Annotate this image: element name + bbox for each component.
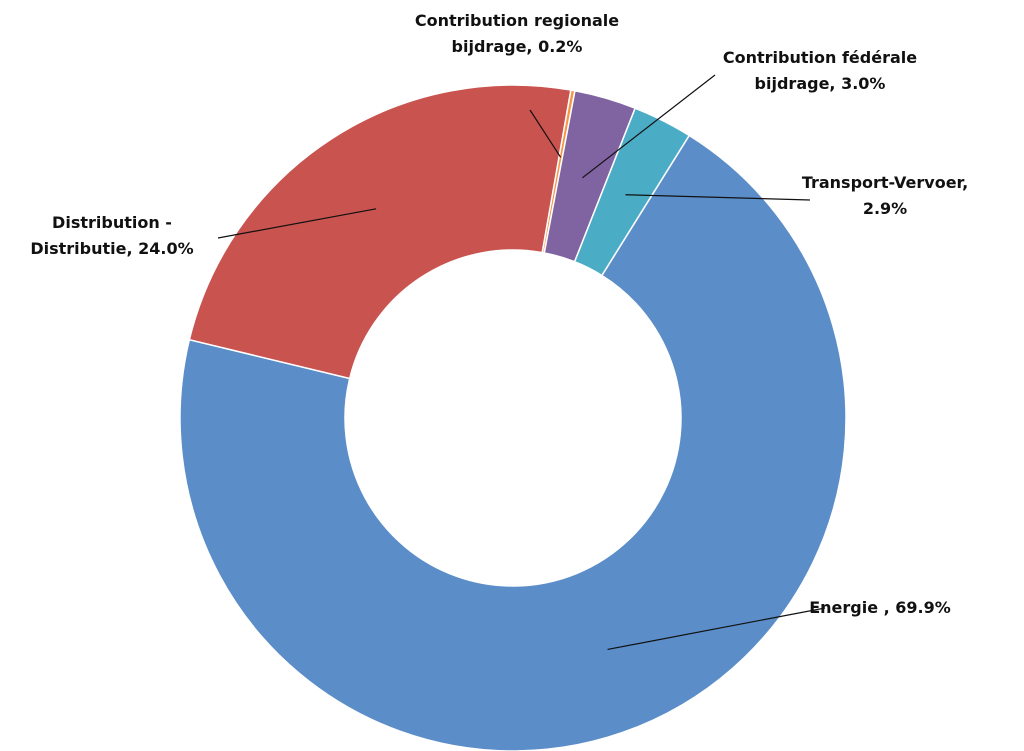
category-label: Contribution regionale bijdrage, [414,11,620,56]
category-label: Energie , [809,598,890,617]
slice [188,84,572,380]
slice [179,134,847,751]
category-label: Transport-Vervoer, [801,173,969,192]
leader-line [582,74,716,179]
data-label: Contribution fédérale bijdrage, 3.0% [690,45,950,97]
value-label: 2.9% [862,199,908,218]
leader-line [607,607,826,651]
category-label: Contribution fédérale bijdrage, [722,48,918,93]
data-label: Transport-Vervoer, 2.9% [785,170,985,222]
value-label: 0.2% [538,37,583,56]
leader-line [217,208,377,239]
value-label: 24.0% [138,239,194,258]
data-label: Contribution regionale bijdrage, 0.2% [377,8,657,60]
category-label: Distribution - Distributie, [30,213,172,258]
value-label: 69.9% [895,598,951,617]
leader-line [625,194,811,201]
data-label: Energie , 69.9% [770,595,990,621]
value-label: 3.0% [841,74,886,93]
leader-line [529,109,562,158]
data-label: Distribution - Distributie, 24.0% [7,210,217,262]
